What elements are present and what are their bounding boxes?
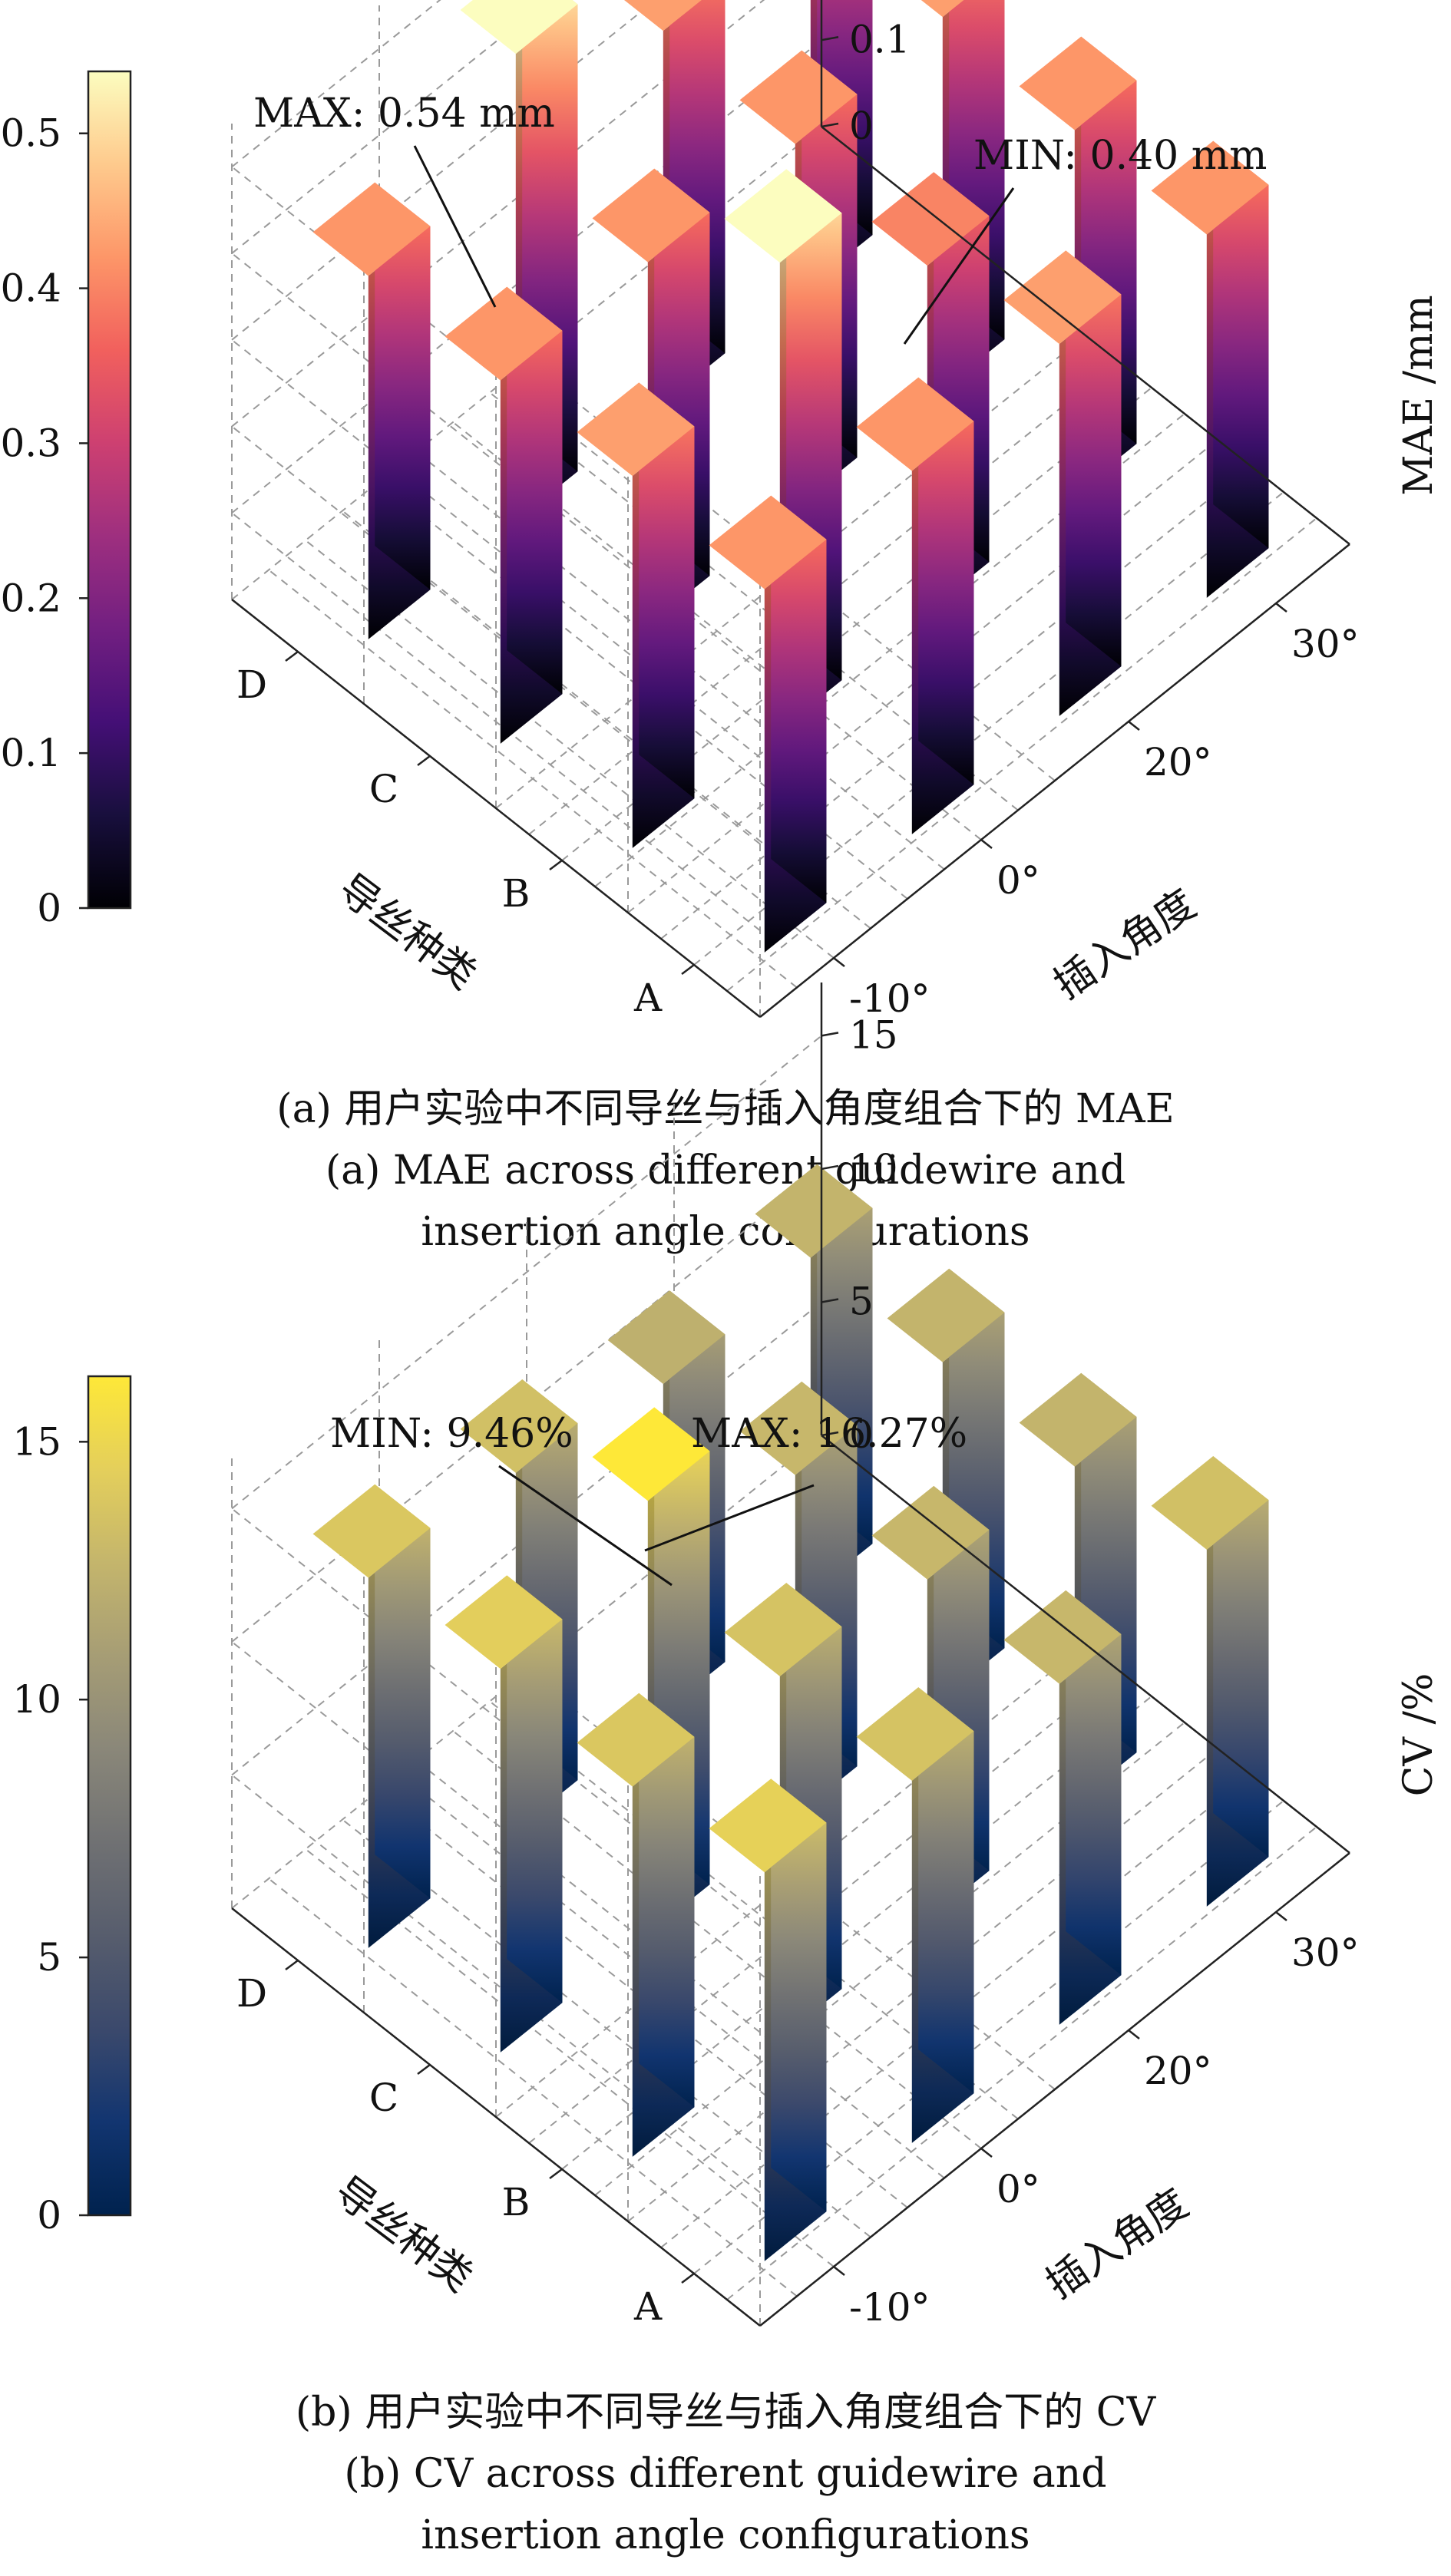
annotation-label: MAX: 0.54 mm: [253, 91, 555, 137]
colorbar-tick-label: 0.1: [0, 731, 61, 775]
bar-A-30°: [1151, 140, 1269, 598]
caption-en-a-line1: (a) MAE across different guidewire and: [326, 1148, 1125, 1194]
bar-A-20°: [1003, 250, 1122, 716]
y-tick-label: A: [633, 2284, 663, 2329]
colorbar-tick-label: 0.3: [0, 421, 61, 465]
bar-C--10°: [445, 1575, 563, 2053]
colorbar-tick-label: 10: [12, 1677, 61, 1722]
y-tick-label: B: [502, 871, 530, 916]
y-tick-label: C: [369, 767, 398, 811]
annotation-leader: [903, 187, 1015, 345]
bar-D--10°: [312, 1484, 431, 1948]
caption-cn-a: (a) 用户实验中不同导丝与插入角度组合下的 MAE: [276, 1086, 1174, 1132]
colorbar-tick-label: 5: [37, 1935, 61, 1980]
z-tick-label: 15: [849, 1012, 898, 1057]
x-tick-label: -10°: [849, 976, 930, 1021]
caption-en-b-line2: insertion angle configurations: [421, 2512, 1030, 2558]
y-tick-label: A: [633, 976, 663, 1020]
z-axis-label-a: MAE /mm: [1396, 295, 1442, 495]
x-axis-label-a: 插入角度: [1046, 881, 1204, 1009]
bar-C--10°: [445, 286, 563, 744]
bar-B--10°: [577, 1693, 695, 2157]
colorbar-a: 0 0.1 0.2 0.3 0.4 0.5: [0, 70, 132, 930]
y-tick-label: B: [502, 2180, 530, 2224]
y-tick-label: D: [236, 1971, 267, 2016]
z-tick-label: 0: [849, 1412, 874, 1457]
colorbar-b: 0 5 10 15: [12, 1375, 132, 2237]
caption-cn-b: (b) 用户实验中不同导丝与插入角度组合下的 CV: [296, 2389, 1157, 2436]
x-tick-label: 20°: [1144, 2049, 1212, 2093]
colorbar-tick-label: 0: [37, 886, 61, 930]
y-axis-label-b: 导丝种类: [326, 2168, 481, 2301]
colorbar-tick-label: 0.4: [0, 266, 61, 311]
x-tick-label: 30°: [1291, 622, 1360, 666]
colorbar-tick-label: 0.2: [0, 576, 61, 620]
colorbar-tick-label: 0: [37, 2193, 61, 2237]
annotation-label: MAX: 16.27%: [691, 1411, 967, 1457]
bar-A-0°: [856, 1687, 974, 2143]
y-tick-label: D: [236, 662, 267, 707]
x-axis-label-b: 插入角度: [1038, 2181, 1196, 2308]
colorbar-tick-label: 15: [12, 1419, 61, 1464]
bar-A-0°: [856, 377, 974, 834]
panel-b-cv: 0 5 10 15 -10° 0° 20° 30° A B C D 0 5 10 15 MIN: 9.46%…: [12, 983, 1442, 2558]
x-tick-label: 20°: [1144, 740, 1212, 784]
bar-A--10°: [709, 495, 827, 953]
z-tick-label: 5: [849, 1279, 874, 1323]
annotation-leader: [413, 145, 497, 308]
annotation-leader: [644, 1484, 815, 1552]
annotation-label: MIN: 0.40 mm: [973, 133, 1267, 179]
bar-B--10°: [577, 382, 695, 848]
x-tick-label: 0°: [997, 858, 1040, 903]
z-tick-label: 10: [849, 1146, 898, 1191]
annotation-leader: [498, 1465, 673, 1587]
z-tick-label: 0.1: [849, 17, 911, 61]
bar-A-20°: [1003, 1590, 1122, 2025]
y-tick-label: C: [369, 2076, 398, 2120]
bar-A-30°: [1151, 1456, 1269, 1907]
x-tick-label: -10°: [849, 2285, 930, 2330]
caption-en-a-line2: insertion angle configurations: [421, 1209, 1030, 1255]
y-axis-label-a: 导丝种类: [329, 866, 484, 999]
x-tick-label: 0°: [997, 2167, 1040, 2211]
annotation-label: MIN: 9.46%: [330, 1411, 573, 1457]
z-axis-label-b: CV /%: [1396, 1673, 1442, 1797]
colorbar-tick-label: 0.5: [0, 111, 61, 156]
z-tick-label: 0: [849, 104, 874, 148]
bar-D--10°: [312, 182, 431, 639]
caption-en-b-line1: (b) CV across different guidewire and: [344, 2451, 1106, 2497]
panel-a-mae: 0 0.1 0.2 0.3 0.4 0.5 -10° 0° 20° 30° A B C D 0 0.1 0.2…: [0, 0, 1442, 1255]
bar-A--10°: [709, 1778, 827, 2261]
x-tick-label: 30°: [1291, 1930, 1360, 1975]
